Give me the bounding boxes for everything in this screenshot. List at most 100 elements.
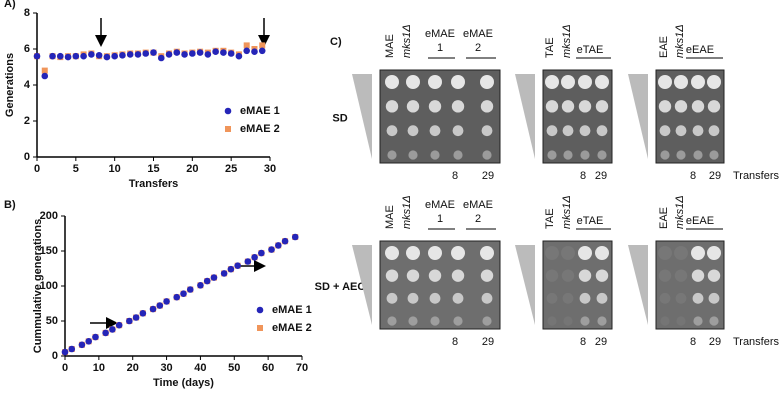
colony-spot — [406, 269, 420, 282]
point — [204, 51, 212, 58]
panel-label: C) — [330, 36, 342, 48]
strain-label: EAE — [658, 207, 670, 229]
colony-spot — [428, 100, 442, 113]
transfers-title: Transfers — [733, 336, 780, 348]
point — [196, 49, 204, 56]
strain-label: mks1Δ — [561, 195, 573, 229]
point — [109, 326, 116, 333]
dilution-wedge — [628, 74, 648, 159]
colony-spot — [451, 75, 465, 89]
colony-spot — [693, 316, 703, 326]
point — [234, 262, 241, 270]
colony-spot — [429, 292, 441, 304]
colony-spot — [430, 316, 440, 326]
legend-label: eMAE 1 — [272, 304, 312, 316]
point — [78, 341, 86, 349]
colony-spot — [480, 75, 494, 89]
point — [102, 329, 109, 337]
colony-spot — [659, 125, 671, 137]
evolved-label: eMAE — [425, 28, 455, 40]
colony-spot — [430, 150, 440, 160]
x-tick-label: 30 — [160, 362, 172, 374]
colony-spot — [428, 246, 442, 260]
legend-label: eMAE 2 — [240, 123, 280, 135]
legend-label: eMAE 2 — [272, 322, 312, 334]
colony-spot — [561, 100, 575, 113]
panel-label: B) — [4, 199, 16, 211]
point — [157, 54, 165, 62]
y-axis-label: Generations — [4, 53, 16, 117]
colony-spot — [480, 246, 494, 260]
evolved-number: 1 — [437, 42, 443, 54]
point — [235, 52, 243, 60]
point — [220, 49, 227, 56]
colony-spot — [674, 246, 688, 260]
colony-spot — [453, 316, 463, 326]
colony-spot — [407, 125, 419, 137]
point — [142, 50, 150, 57]
strain-label: TAE — [544, 208, 556, 229]
evolved-label: eTAE — [577, 215, 604, 227]
colony-spot — [387, 150, 397, 160]
point — [163, 298, 170, 305]
dilution-wedge — [515, 74, 535, 159]
point — [251, 253, 258, 261]
colony-spot — [451, 246, 465, 260]
transfer-label: 8 — [580, 336, 586, 348]
transfers-title: Transfers — [733, 170, 780, 182]
transfer-label: 8 — [580, 170, 586, 182]
point — [33, 52, 41, 60]
colony-spot — [453, 150, 463, 160]
colony-spot — [546, 292, 558, 304]
colony-spot — [386, 292, 398, 304]
point — [227, 50, 235, 57]
point — [41, 67, 48, 74]
colony-spot — [691, 75, 705, 89]
colony-spot — [451, 269, 465, 282]
colony-spot — [579, 125, 591, 137]
y-tick-label: 150 — [40, 245, 58, 257]
y-axis-label: Cummulative generations — [32, 219, 44, 353]
legend-label: eMAE 1 — [240, 105, 280, 117]
colony-spot — [578, 75, 592, 89]
point — [132, 314, 140, 321]
colony-spot — [708, 292, 720, 304]
point — [203, 277, 211, 285]
colony-spot — [562, 125, 574, 137]
dilution-wedge — [628, 245, 648, 325]
y-tick-label: 2 — [24, 115, 30, 127]
point — [41, 72, 49, 80]
colony-spot — [707, 269, 721, 282]
dilution-wedge — [515, 245, 535, 325]
colony-spot — [385, 100, 399, 113]
evolved-label: eMAE — [463, 199, 493, 211]
transfer-label: 29 — [482, 336, 494, 348]
transfer-label: 8 — [690, 170, 696, 182]
x-tick-label: 10 — [93, 362, 105, 374]
point — [95, 52, 103, 59]
transfer-label: 29 — [595, 170, 607, 182]
colony-spot — [674, 269, 688, 282]
x-tick-label: 60 — [262, 362, 274, 374]
colony-spot — [547, 150, 557, 160]
colony-spot — [561, 269, 575, 282]
point — [275, 242, 282, 249]
colony-spot — [676, 150, 686, 160]
colony-spot — [691, 269, 705, 282]
point — [197, 282, 204, 289]
colony-spot — [692, 292, 704, 304]
point — [220, 270, 228, 277]
point — [119, 52, 126, 59]
colony-spot — [658, 75, 672, 89]
colony-spot — [452, 125, 464, 137]
point — [72, 52, 80, 60]
colony-spot — [578, 246, 592, 260]
strain-label: EAE — [658, 36, 670, 58]
transfer-label: 8 — [690, 336, 696, 348]
x-tick-label: 70 — [296, 362, 308, 374]
colony-spot — [658, 246, 672, 260]
strain-label: mks1Δ — [674, 195, 686, 229]
colony-spot — [452, 292, 464, 304]
evolved-label: eTAE — [577, 44, 604, 56]
